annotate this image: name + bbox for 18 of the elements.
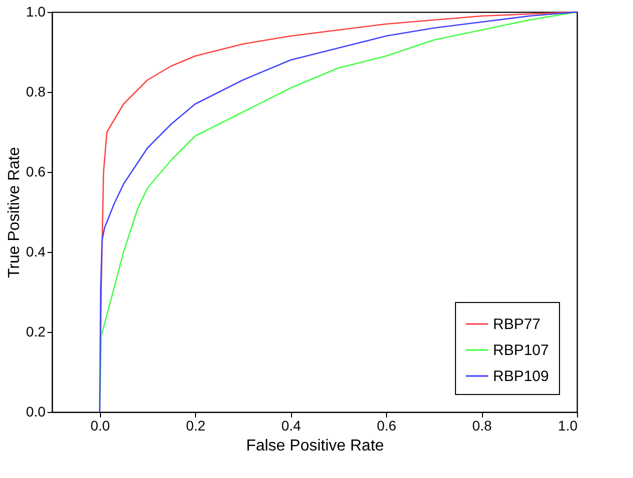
x-tick-label: 1.0 bbox=[558, 418, 578, 434]
y-axis-title: True Positive Rate bbox=[6, 146, 24, 278]
x-axis-title: False Positive Rate bbox=[246, 438, 384, 454]
y-tick-label: 1.0 bbox=[26, 4, 46, 20]
x-tick-label: 0.4 bbox=[281, 418, 302, 434]
legend-label: RBP77 bbox=[493, 316, 541, 333]
y-tick-label: 0.8 bbox=[26, 84, 46, 100]
line-series bbox=[99, 11, 578, 413]
x-tick-label: 0.0 bbox=[90, 418, 110, 434]
y-tick-label: 0.2 bbox=[26, 324, 46, 340]
legend-label: RBP109 bbox=[493, 368, 549, 385]
x-tick-label: 0.8 bbox=[472, 418, 492, 434]
x-tick-label: 0.2 bbox=[186, 418, 206, 434]
y-tick-label: 0.0 bbox=[26, 404, 46, 420]
y-tick-label: 0.6 bbox=[26, 164, 46, 180]
y-tick-label: 0.4 bbox=[26, 244, 46, 260]
legend-label: RBP107 bbox=[493, 342, 549, 359]
x-tick-label: 0.6 bbox=[376, 418, 397, 434]
